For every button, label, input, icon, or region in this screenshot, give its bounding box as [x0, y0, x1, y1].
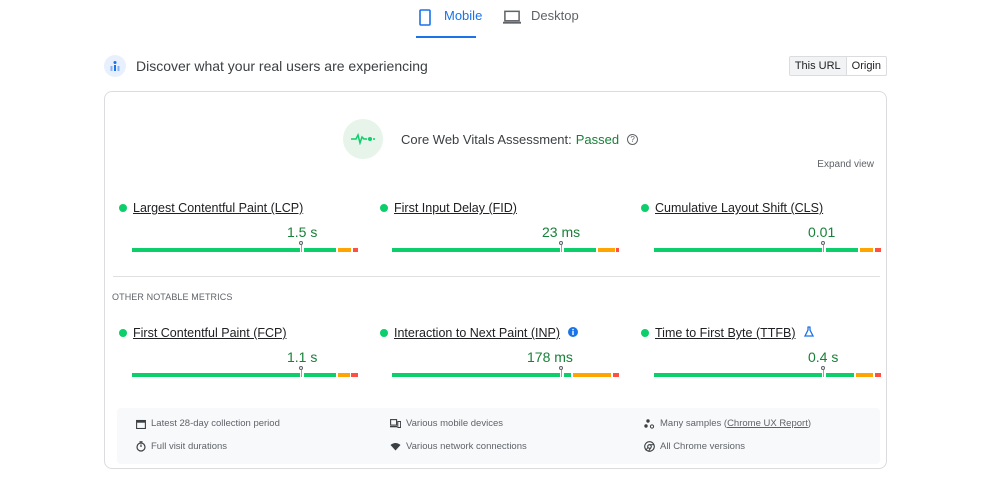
help-icon[interactable]: ? [627, 133, 639, 145]
metric-ttfb: Time to First Byte (TTFB) 0.4 s [641, 324, 881, 385]
active-tab-indicator [416, 36, 476, 38]
wifi-icon [390, 441, 401, 452]
field-data-header: Discover what your real users are experi… [104, 54, 887, 78]
footer-collection-period: Latest 28-day collection period [135, 418, 280, 429]
status-good-dot-icon [380, 329, 388, 337]
this-url-button[interactable]: This URL [789, 57, 847, 75]
metric-title[interactable]: Largest Contentful Paint (LCP) [133, 201, 304, 215]
device-tabs: Mobile Desktop [0, 0, 988, 40]
chrome-ux-report-link[interactable]: Chrome UX Report [727, 418, 808, 429]
distribution-bar [392, 366, 620, 377]
status-good-dot-icon [380, 204, 388, 212]
chrome-icon [644, 441, 655, 452]
percentile-marker-icon [559, 241, 563, 245]
metric-title[interactable]: Interaction to Next Paint (INP) [394, 326, 561, 340]
percentile-marker-icon [299, 241, 303, 245]
distribution-bar [392, 241, 620, 252]
samples-icon [644, 418, 655, 429]
percentile-marker-icon [821, 366, 825, 370]
url-origin-toggle: This URL Origin [788, 56, 887, 76]
metric-inp: Interaction to Next Paint (INP) 178 ms [380, 324, 619, 385]
devices-icon [390, 418, 401, 429]
distribution-bar [132, 366, 360, 377]
tab-mobile[interactable]: Mobile [416, 8, 482, 38]
percentile-marker-icon [821, 241, 825, 245]
distribution-bar [654, 241, 882, 252]
footer-visit-durations: Full visit durations [135, 441, 227, 452]
metric-title[interactable]: First Input Delay (FID) [394, 201, 517, 215]
metric-cls: Cumulative Layout Shift (CLS) 0.01 [641, 200, 881, 260]
status-good-dot-icon [641, 204, 649, 212]
percentile-marker-icon [559, 366, 563, 370]
footer-samples: Many samples (Chrome UX Report) [644, 418, 811, 429]
metric-value: 1.1 s [287, 349, 318, 365]
crux-users-icon [104, 55, 126, 77]
expand-view-link[interactable]: Expand view [817, 159, 874, 170]
metric-fcp: First Contentful Paint (FCP) 1.1 s [119, 325, 358, 385]
pulse-icon [343, 119, 383, 159]
distribution-bar [132, 241, 360, 252]
metric-value: 1.5 s [287, 224, 318, 240]
data-source-footer: Latest 28-day collection period Full vis… [117, 408, 880, 464]
cwv-assessment: Core Web Vitals Assessment: Passed ? [343, 119, 639, 159]
metric-value: 178 ms [527, 349, 573, 365]
other-metrics-heading: OTHER NOTABLE METRICS [112, 292, 233, 302]
tab-mobile-label: Mobile [444, 8, 483, 23]
header-title: Discover what your real users are experi… [136, 58, 428, 74]
status-good-dot-icon [119, 329, 127, 337]
metric-title[interactable]: First Contentful Paint (FCP) [133, 326, 287, 340]
tab-desktop[interactable]: Desktop [503, 8, 579, 38]
calendar-icon [135, 418, 146, 429]
desktop-icon [503, 8, 521, 26]
tab-desktop-label: Desktop [531, 8, 579, 23]
stopwatch-icon [135, 441, 146, 452]
metric-value: 0.4 s [808, 349, 839, 365]
assessment-status: Passed [575, 131, 620, 147]
footer-devices: Various mobile devices [390, 418, 503, 429]
distribution-bar [654, 366, 882, 377]
metric-title[interactable]: Cumulative Layout Shift (CLS) [655, 201, 824, 215]
metric-fid: First Input Delay (FID) 23 ms [380, 200, 619, 260]
percentile-marker-icon [299, 366, 303, 370]
metric-value: 0.01 [808, 224, 836, 240]
metric-value: 23 ms [542, 224, 581, 240]
status-good-dot-icon [119, 204, 127, 212]
mobile-icon [416, 8, 434, 26]
metric-lcp: Largest Contentful Paint (LCP) 1.5 s [119, 200, 358, 260]
footer-network: Various network connections [390, 441, 527, 452]
status-good-dot-icon [641, 329, 649, 337]
origin-button[interactable]: Origin [851, 60, 881, 72]
assessment-label: Core Web Vitals Assessment: [401, 131, 572, 147]
cwv-card: Core Web Vitals Assessment: Passed ? Exp… [104, 91, 887, 469]
experimental-flask-icon[interactable] [803, 324, 814, 342]
metric-title[interactable]: Time to First Byte (TTFB) [655, 326, 796, 340]
section-divider [113, 276, 880, 277]
footer-chrome-versions: All Chrome versions [644, 441, 745, 452]
info-icon[interactable] [568, 324, 579, 342]
